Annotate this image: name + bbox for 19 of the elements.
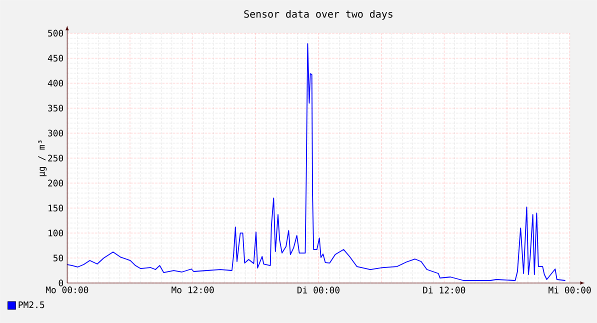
y-tick-label: 0 bbox=[58, 280, 64, 286]
y-tick-label: 300 bbox=[48, 130, 64, 136]
y-tick-label: 200 bbox=[48, 180, 64, 186]
y-tick-label: 350 bbox=[48, 104, 64, 112]
x-tick-label: Mo 12:00 bbox=[172, 286, 214, 294]
y-tick-label: 150 bbox=[48, 204, 64, 212]
x-tick-label: Mi 00:00 bbox=[548, 286, 591, 294]
y-tick-label: 100 bbox=[48, 230, 64, 236]
y-tick-label: 400 bbox=[48, 80, 64, 86]
chart-title: Sensor data over two days bbox=[244, 10, 392, 20]
x-tick-label: Mo 00:00 bbox=[46, 286, 88, 294]
x-tick-label: Di 00:00 bbox=[298, 286, 340, 294]
y-tick-label: 50 bbox=[53, 254, 64, 262]
y-tick-label: 500 bbox=[48, 30, 64, 36]
y-tick-label: 450 bbox=[48, 54, 64, 62]
y-tick-label: 250 bbox=[48, 154, 64, 162]
legend-label: PM2.5 bbox=[18, 301, 44, 308]
y-axis-title: µg / m³ bbox=[38, 140, 47, 176]
x-tick-label: Di 12:00 bbox=[423, 286, 466, 294]
